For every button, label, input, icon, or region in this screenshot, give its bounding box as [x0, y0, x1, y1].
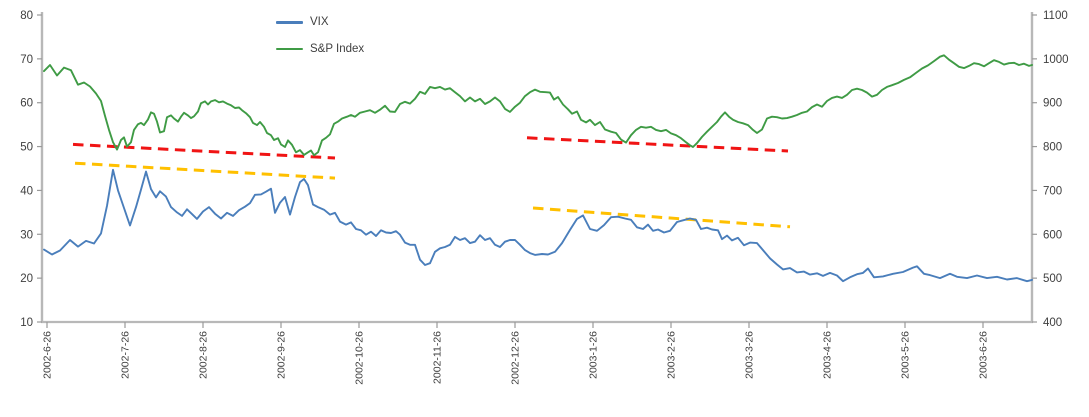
x-axis-tick-label: 2003-5-26 — [900, 331, 912, 379]
y-axis-right-tick-label: 500 — [1043, 273, 1062, 285]
y-axis-right-tick-label: 1100 — [1043, 10, 1068, 22]
legend: VIX S&P Index — [276, 13, 364, 67]
vix-legend-line — [276, 20, 303, 24]
vix-line — [43, 168, 1033, 283]
y-axis-right-tick-label: 800 — [1043, 142, 1062, 154]
x-axis-tick-label: 2002-8-26 — [198, 331, 210, 379]
y-axis-left-tick-label: 50 — [20, 142, 33, 154]
x-axis-tick-label: 2002-11-26 — [432, 331, 444, 384]
y-axis-left-tick-label: 40 — [20, 185, 33, 197]
y-axis-left-tick-label: 30 — [20, 229, 33, 241]
x-axis-tick-label: 2002-7-26 — [120, 331, 132, 379]
y-axis-left-tick-label: 20 — [20, 273, 33, 285]
y-axis-right-tick-label: 700 — [1043, 185, 1062, 197]
legend-item-vix: VIX — [276, 13, 364, 31]
x-axis-tick-label: 2003-1-26 — [588, 331, 600, 379]
x-axis-tick-label: 2003-2-26 — [666, 331, 678, 379]
sp-index-legend-label: S&P Index — [310, 43, 365, 55]
y-axis-right-tick-label: 1000 — [1043, 54, 1069, 66]
sp-support-trendline-1 — [72, 142, 336, 160]
vix-legend-label: VIX — [310, 16, 329, 28]
vix-resistance-trendline-1 — [74, 161, 336, 180]
y-axis-left-tick-label: 80 — [20, 10, 33, 22]
y-axis-left-tick-label: 60 — [20, 98, 33, 110]
sp-index-legend-line — [276, 47, 303, 51]
y-axis-left-tick-label: 70 — [20, 54, 33, 66]
sp-support-trendline-2 — [526, 136, 789, 153]
y-axis-right-tick-label: 900 — [1043, 98, 1062, 110]
vix-resistance-trendline-2 — [532, 206, 791, 229]
x-axis-tick-label: 2002-12-26 — [510, 331, 522, 385]
y-axis-right-tick-label: 400 — [1043, 317, 1062, 329]
y-axis-left-tick-label: 10 — [20, 317, 33, 329]
x-axis-tick-label: 2003-3-26 — [744, 331, 756, 379]
x-axis-tick-label: 2002-6-26 — [42, 331, 54, 379]
x-axis-tick-label: 2003-4-26 — [822, 331, 834, 379]
legend-item-sp-index: S&P Index — [276, 40, 364, 58]
y-axis-right-tick-label: 600 — [1043, 229, 1062, 241]
x-axis-tick-label: 2002-9-26 — [276, 331, 288, 379]
x-axis-tick-label: 2002-10-26 — [354, 331, 366, 385]
sp-index-line — [43, 54, 1033, 157]
x-axis-tick-label: 2003-6-26 — [978, 331, 990, 379]
